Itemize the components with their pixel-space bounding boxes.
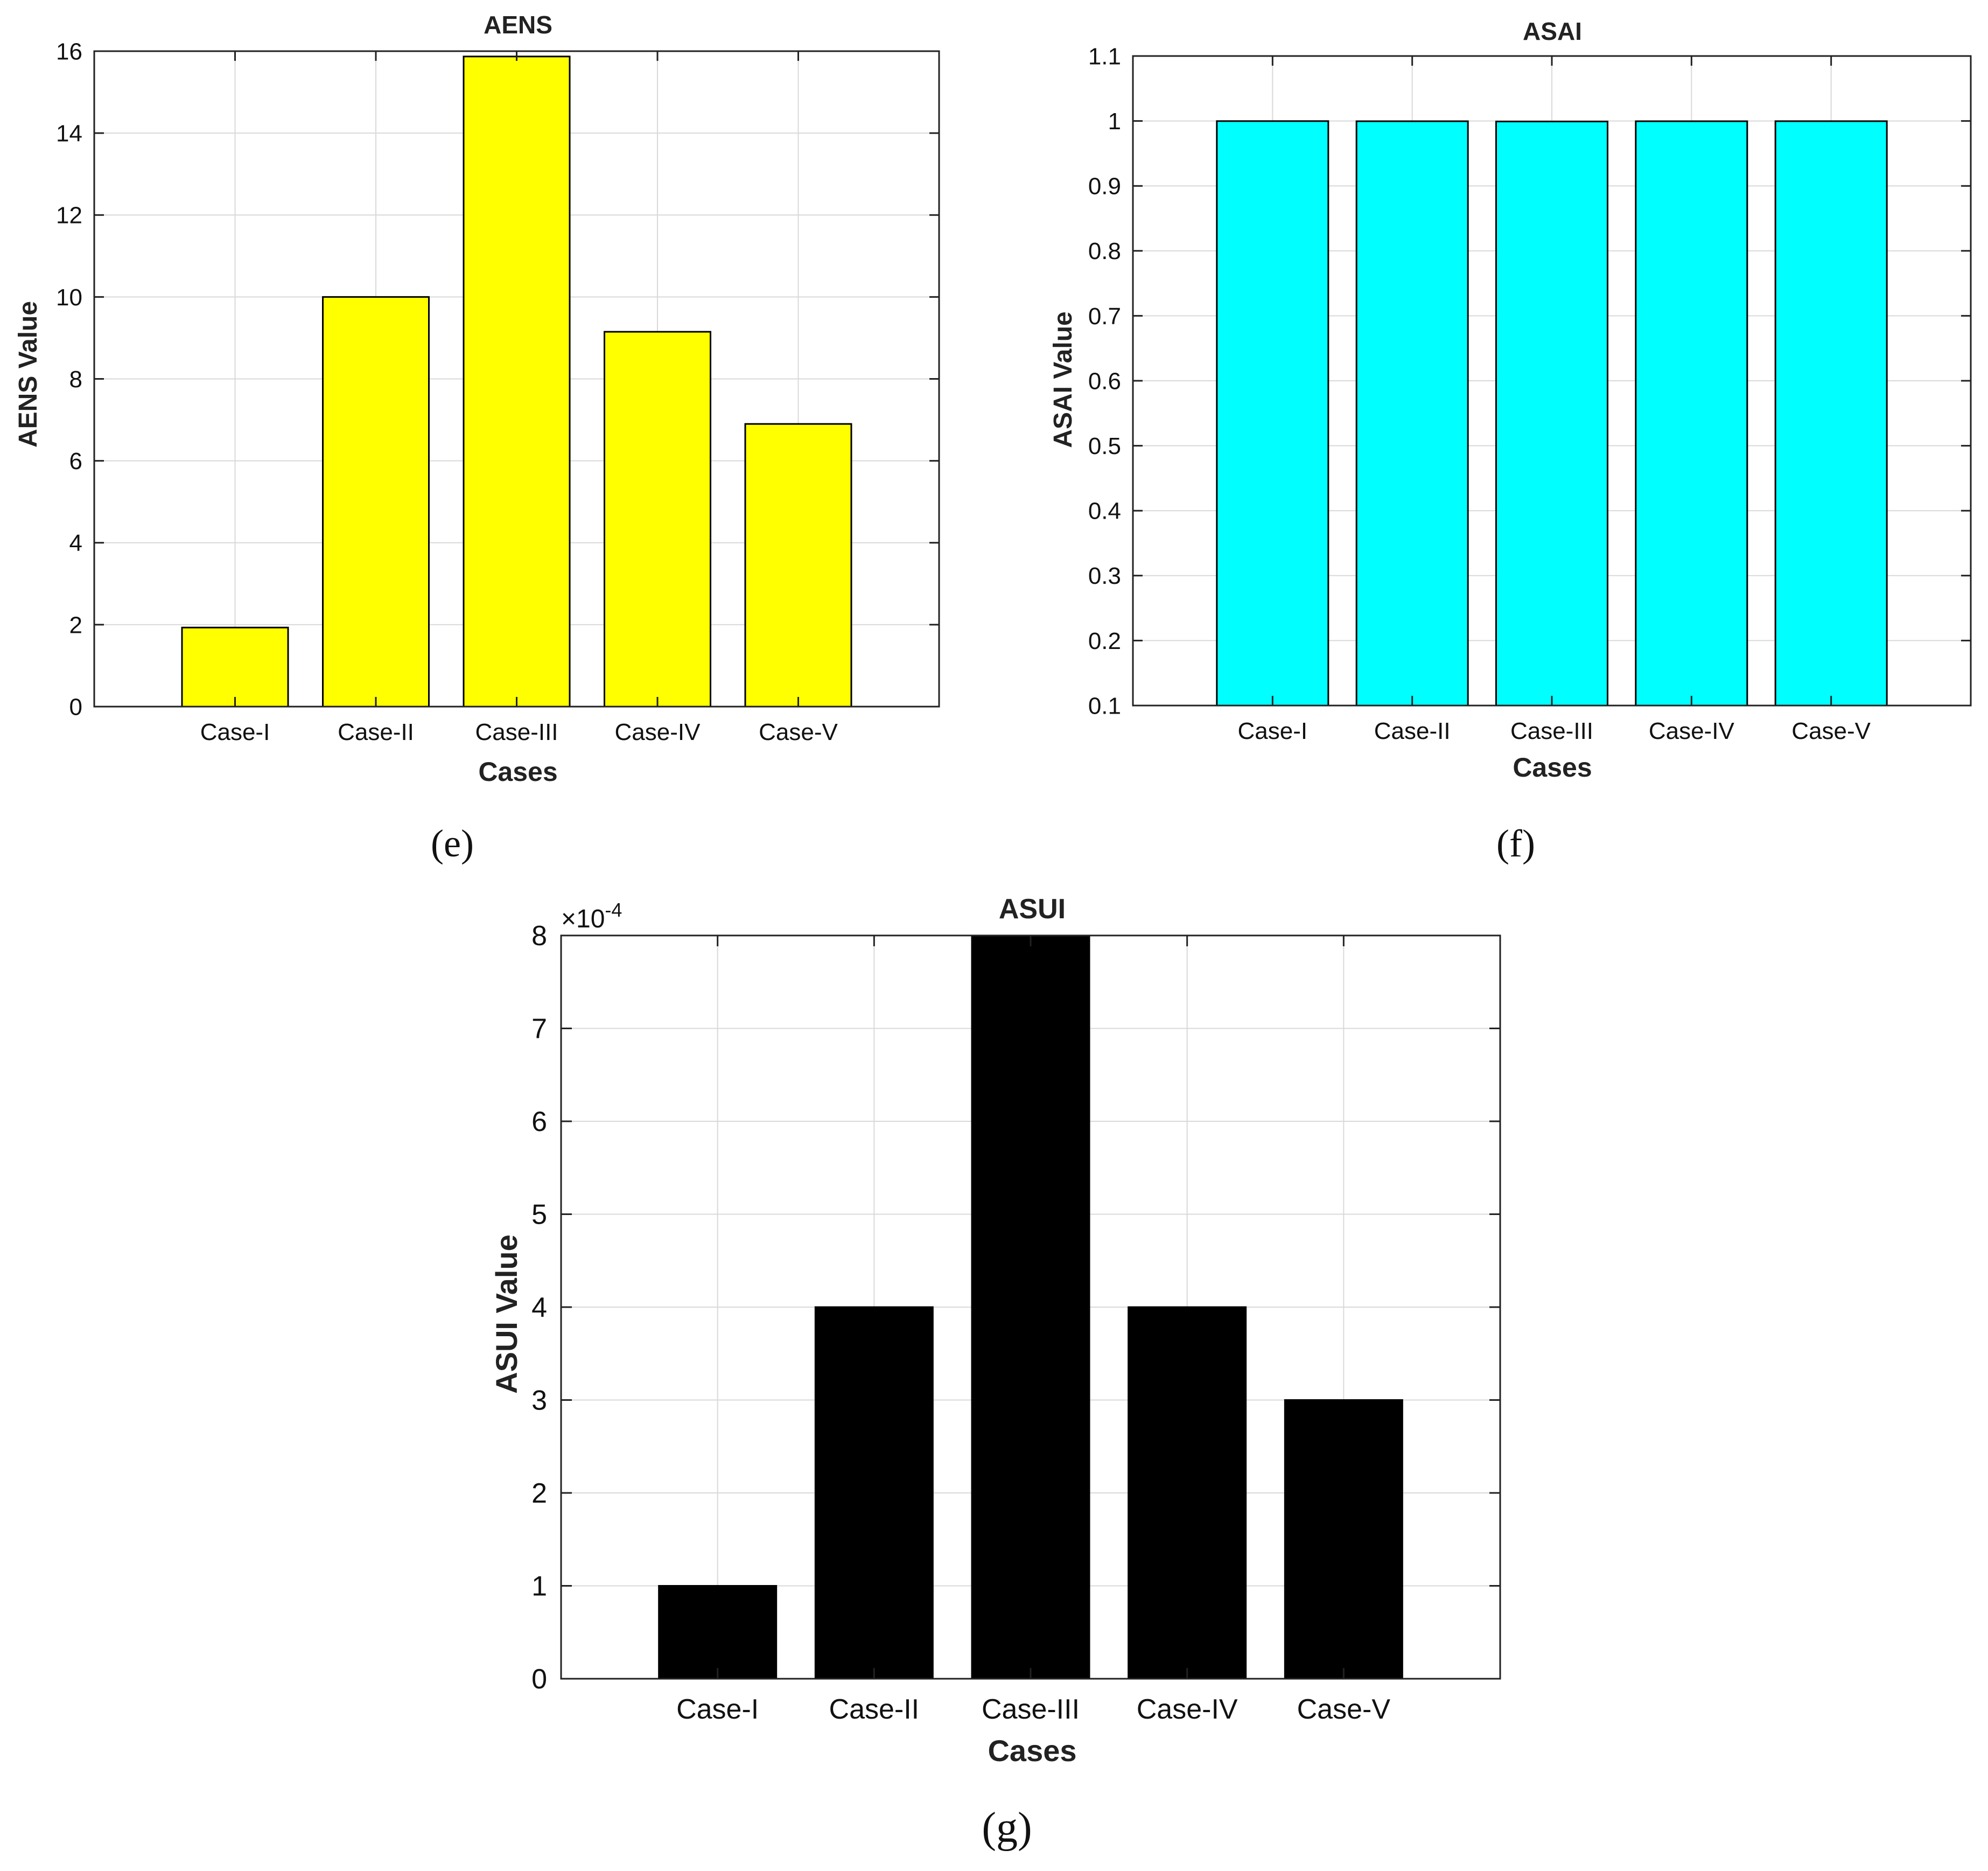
y-tick-label: 0.6 xyxy=(1088,368,1121,394)
chart-panel-e: 0 2 4 6 8 10 12 14 16 Case-I Case-II Case-III Case-I… xyxy=(14,11,940,865)
plot-area-aens: 0 2 4 6 8 10 12 14 16 Case-I Case-II Case-III Case-I… xyxy=(56,38,940,745)
y-axis-title-asai: ASAI Value xyxy=(1049,311,1077,448)
x-tick-label: Case-II xyxy=(338,719,414,745)
plot-area-asui: 0 1 2 3 4 5 6 7 8 Case-I Case-II Case-III Case-IV Cas… xyxy=(531,920,1501,1725)
plot-area-asai: 0.1 0.2 0.3 0.4 0.5 0.6 0.7 0.8 0.9 1 1.1 Case-I Cas… xyxy=(1088,43,1972,744)
bar-aens-case-v xyxy=(744,423,852,708)
y-tick-label: 0.7 xyxy=(1088,303,1121,330)
bar-aens-case-i xyxy=(181,626,289,708)
bar-asai-case-iii xyxy=(1495,121,1608,707)
x-axis-title-aens: Cases xyxy=(478,757,557,787)
x-tick-label: Case-IV xyxy=(1649,718,1735,744)
y-tick-label: 1.1 xyxy=(1088,43,1121,69)
y-tick-label: 0 xyxy=(69,694,82,720)
x-axis-title-asai: Cases xyxy=(1513,752,1592,783)
bar-asui-case-v xyxy=(1284,1399,1403,1680)
bar-aens-case-iii xyxy=(463,55,571,708)
y-tick-label: 6 xyxy=(531,1106,547,1137)
x-tick-label: Case-III xyxy=(1510,718,1593,744)
y-tick-label: 4 xyxy=(531,1292,547,1323)
bar-asai-case-v xyxy=(1774,120,1888,707)
y-axis-multiplier-base: ×10 xyxy=(561,905,605,933)
bar-aens-case-ii xyxy=(322,296,430,708)
y-tick-label: 6 xyxy=(69,448,82,474)
y-tick-label: 0.5 xyxy=(1088,433,1121,459)
x-tick-label: Case-I xyxy=(200,719,270,745)
y-tick-label: 16 xyxy=(56,38,82,65)
bar-asui-case-i xyxy=(658,1585,778,1680)
y-tick-label: 0.8 xyxy=(1088,238,1121,264)
y-tick-label: 0.3 xyxy=(1088,563,1121,589)
chart-panel-f: 0.1 0.2 0.3 0.4 0.5 0.6 0.7 0.8 0.9 1 1.1 Case-I Cas… xyxy=(1049,17,1972,865)
panel-caption-e: (e) xyxy=(431,822,474,865)
y-tick-label: 5 xyxy=(531,1199,547,1231)
y-tick-label: 0.1 xyxy=(1088,693,1121,719)
y-tick-label: 2 xyxy=(69,612,82,638)
panel-caption-f: (f) xyxy=(1496,822,1535,865)
y-axis-title-asui: ASUI Value xyxy=(489,1234,523,1394)
x-tick-label: Case-I xyxy=(676,1694,759,1725)
x-tick-label: Case-III xyxy=(982,1694,1080,1725)
chart-title-asai: ASAI xyxy=(1523,17,1582,45)
bar-asai-case-ii xyxy=(1355,120,1469,707)
chart-title-asui: ASUI xyxy=(999,893,1066,925)
bar-asui-case-ii xyxy=(814,1306,934,1680)
chart-title-aens: AENS xyxy=(484,11,552,39)
bar-asui-case-iv xyxy=(1128,1306,1247,1680)
x-tick-label: Case-III xyxy=(475,719,558,745)
bar-asai-case-i xyxy=(1216,120,1329,707)
y-tick-label: 0.4 xyxy=(1088,498,1121,525)
y-tick-label: 3 xyxy=(531,1385,547,1416)
y-tick-label: 1 xyxy=(531,1571,547,1602)
x-tick-label: Case-II xyxy=(1374,718,1451,744)
x-tick-label: Case-I xyxy=(1238,718,1308,744)
x-tick-label: Case-II xyxy=(829,1694,920,1725)
y-tick-label: 1 xyxy=(1108,108,1121,135)
panel-caption-g: (g) xyxy=(982,1804,1032,1852)
x-tick-label: Case-V xyxy=(1297,1694,1391,1725)
chart-panel-g: 0 1 2 3 4 5 6 7 8 Case-I Case-II Case-III Case-IV Cas… xyxy=(489,893,1501,1852)
y-tick-label: 7 xyxy=(531,1014,547,1045)
y-tick-label: 4 xyxy=(69,530,82,556)
x-axis-title-asui: Cases xyxy=(988,1734,1076,1768)
bar-asai-case-iv xyxy=(1635,120,1748,707)
y-tick-label: 8 xyxy=(69,366,82,393)
y-tick-label: 14 xyxy=(56,121,82,147)
y-tick-label: 0.9 xyxy=(1088,173,1121,200)
y-tick-label: 0 xyxy=(531,1664,547,1695)
bar-asui-case-iii xyxy=(971,934,1090,1680)
y-tick-label: 12 xyxy=(56,203,82,229)
x-tick-label: Case-V xyxy=(759,719,838,745)
y-tick-label: 0.2 xyxy=(1088,628,1121,654)
x-tick-label: Case-IV xyxy=(615,719,701,745)
bar-aens-case-iv xyxy=(604,331,711,708)
y-tick-label: 10 xyxy=(56,284,82,311)
y-axis-multiplier-exponent: -4 xyxy=(605,899,622,921)
y-axis-multiplier-asui: ×10-4 xyxy=(561,899,622,933)
y-tick-label: 8 xyxy=(531,920,547,952)
x-tick-label: Case-IV xyxy=(1137,1694,1238,1725)
y-tick-label: 2 xyxy=(531,1478,547,1509)
x-tick-label: Case-V xyxy=(1791,718,1871,744)
y-axis-title-aens: AENS Value xyxy=(14,301,43,448)
